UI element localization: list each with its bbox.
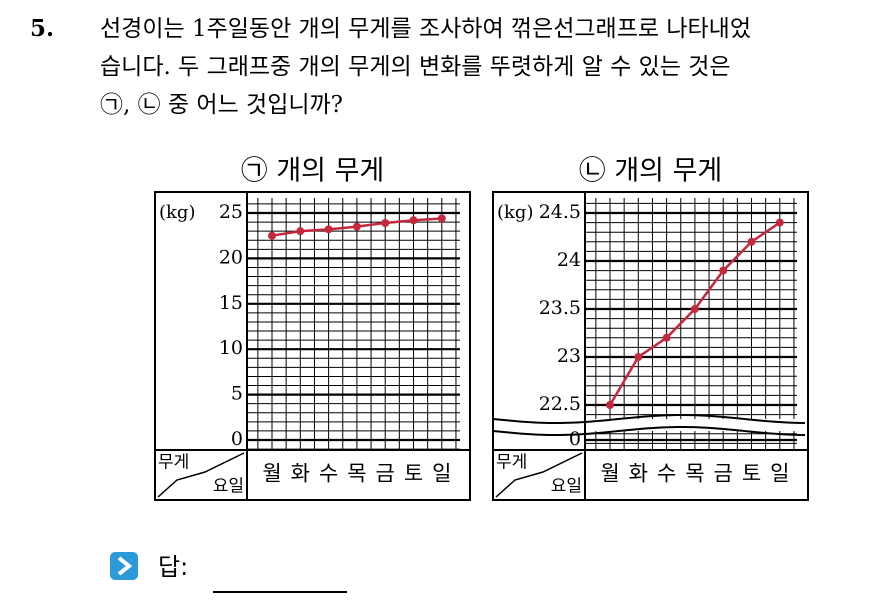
corner-slash [157,452,245,498]
data-point [719,266,728,275]
y-tick-label: 0 [231,428,243,450]
question-line: 선경이는 1주일동안 개의 무게를 조사하여 꺾은선그래프로 나타내었 [100,16,751,42]
y-tick-label: 0 [569,428,581,450]
y-tick-label: 5 [231,383,243,405]
y-tick-label: 22.5 [539,393,581,415]
data-point [690,305,699,313]
data-point [381,218,390,227]
data-point [775,218,784,227]
axis-break [492,413,806,424]
corner-bottom-label: 요일 [213,477,244,497]
data-point [409,216,418,225]
y-tick-label: 20 [219,246,243,268]
question-line: ㉠, ㉡ 중 어느 것입니까? [100,92,343,118]
chart-frame [154,191,471,501]
y-axis-label: (kg) [159,202,195,223]
y-tick-label: 23 [557,345,581,367]
x-tick-label: 화 [291,462,310,486]
data-point [324,225,333,234]
y-tick-label: 25 [219,201,243,223]
y-axis-label: (kg) [497,202,533,223]
chart-title: ㉠ 개의 무게 [241,156,385,187]
x-tick-label: 월 [262,462,281,486]
axis-break [492,425,806,436]
x-tick-label: 수 [657,462,676,486]
answer-icon-chevron [117,556,133,576]
answer-label: 답: [158,553,188,581]
x-tick-label: 금 [714,462,733,486]
y-tick-label: 10 [219,337,243,359]
chart-title: ㉡ 개의 무게 [579,156,723,187]
question-number: 5. [30,15,54,42]
x-tick-label: 토 [742,462,761,486]
data-point [352,222,361,231]
data-point [296,227,305,236]
data-point [437,214,446,223]
corner-top-label: 무게 [496,453,527,473]
x-tick-label: 토 [404,462,423,486]
x-tick-label: 목 [347,462,366,486]
answer-icon [110,552,138,580]
data-point [634,353,643,361]
y-tick-label: 23.5 [539,297,581,319]
x-tick-label: 월 [600,462,619,486]
corner-bottom-label: 요일 [551,477,582,497]
x-tick-label: 일 [432,462,451,486]
data-point [662,333,671,342]
corner-slash [495,452,583,498]
y-tick-label: 24 [557,249,581,271]
data-point [747,237,756,246]
data-point [606,401,614,409]
chart-frame [492,191,809,501]
y-tick-label: 15 [219,292,243,314]
y-tick-label: 24.5 [539,201,581,223]
x-tick-label: 수 [319,462,338,486]
x-tick-label: 화 [629,462,648,486]
x-tick-label: 일 [770,462,789,486]
data-point [268,231,276,240]
x-tick-label: 금 [376,462,395,486]
question-line: 습니다. 두 그래프중 개의 무게의 변화를 뚜렷하게 알 수 있는 것은 [100,54,731,80]
x-tick-label: 목 [685,462,704,486]
corner-top-label: 무게 [158,453,189,473]
